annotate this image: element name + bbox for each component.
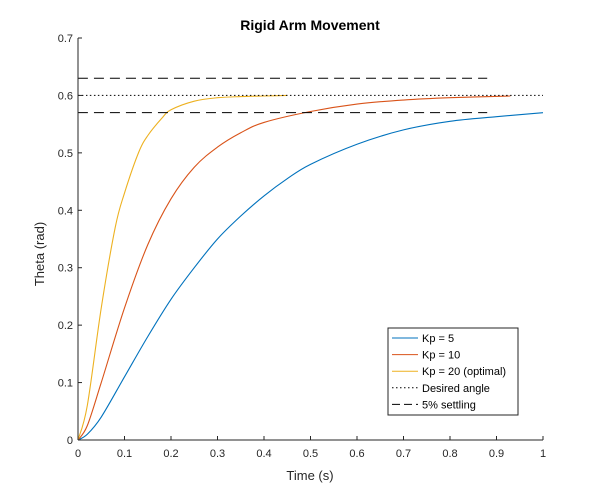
- y-axis-label: Theta (rad): [32, 222, 47, 286]
- x-tick-label: 0.5: [303, 448, 318, 460]
- legend: Kp = 5 Kp = 10 Kp = 20 (optimal) Desired an…: [387, 327, 519, 416]
- x-tick-label: 0.6: [349, 448, 364, 460]
- series-line-2: [77, 95, 511, 441]
- legend-label: Kp = 10: [422, 350, 460, 362]
- x-tick-label: 0: [75, 448, 81, 460]
- series-line-3: [77, 94, 288, 441]
- x-tick-label: 1: [540, 448, 546, 460]
- x-tick-label: 0.4: [256, 448, 271, 460]
- y-tick-label: 0.1: [58, 378, 73, 390]
- x-tick-label: 0.7: [396, 448, 411, 460]
- legend-label: Desired angle: [422, 383, 490, 395]
- y-tick-label: 0.4: [58, 205, 73, 217]
- y-tick-label: 0: [67, 435, 73, 447]
- x-tick-label: 0.9: [489, 448, 504, 460]
- y-tick-label: 0.3: [58, 263, 73, 275]
- legend-label: Kp = 20 (optimal): [422, 366, 506, 378]
- x-tick-label: 0.3: [210, 448, 225, 460]
- plot-lines: [77, 77, 544, 441]
- legend-label: 5% settling: [422, 399, 476, 411]
- x-tick-label: 0.2: [163, 448, 178, 460]
- ticks: 0 0.1 0.2 0.3 0.4 0.5 0.6 0.7 0.8 0.9 1 0 0.1 0.2 0.3 0…: [58, 33, 546, 460]
- x-axis-label: Time (s): [286, 468, 333, 483]
- chart-title: Rigid Arm Movement: [240, 17, 380, 33]
- x-tick-label: 0.8: [442, 448, 457, 460]
- y-tick-label: 0.7: [58, 33, 73, 45]
- legend-label: Kp = 5: [422, 333, 454, 345]
- y-tick-label: 0.5: [58, 148, 73, 160]
- series-line-1: [77, 112, 544, 441]
- y-tick-label: 0.2: [58, 320, 73, 332]
- x-tick-label: 0.1: [117, 448, 132, 460]
- y-tick-label: 0.6: [58, 90, 73, 102]
